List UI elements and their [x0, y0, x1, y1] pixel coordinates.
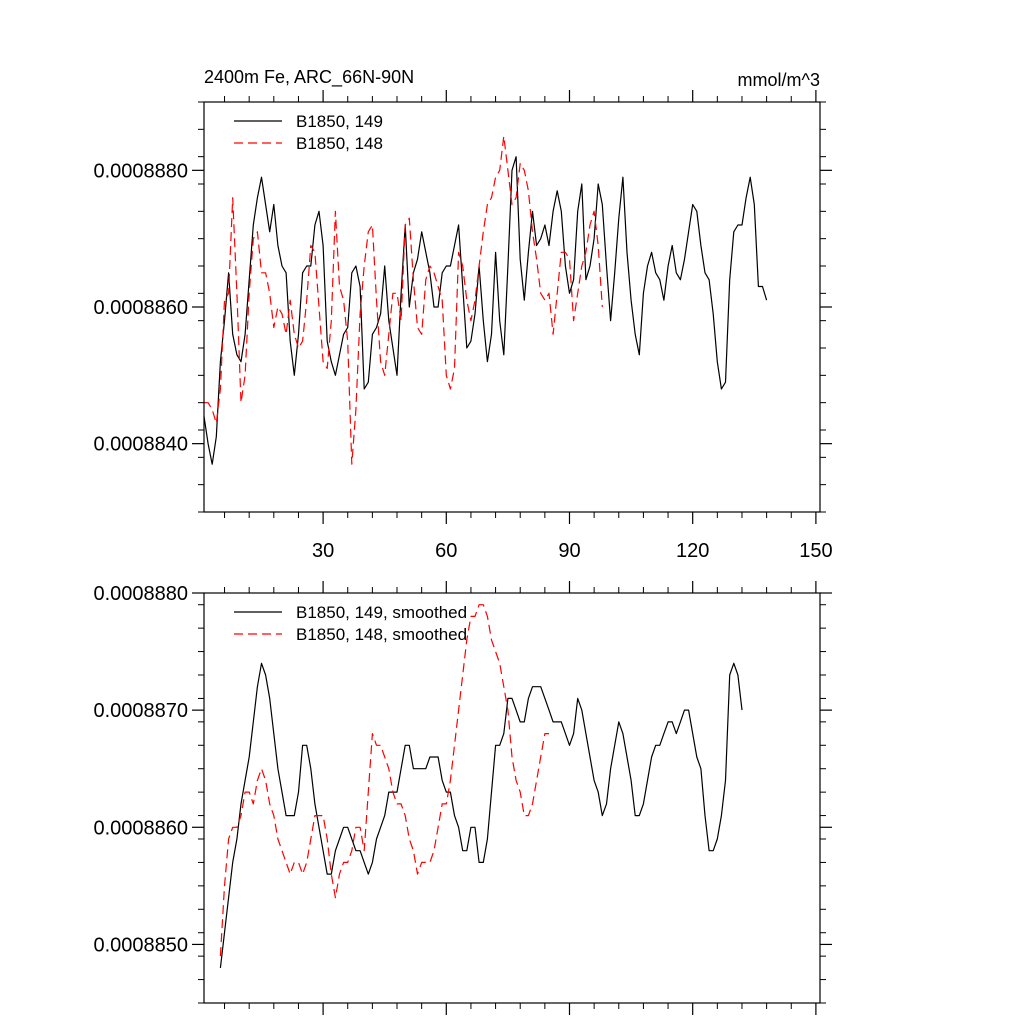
top-tick-labels: 30 60 90 120 150 0.0008840 0.0008860 0.0008880 [93, 160, 832, 562]
chart-title: 2400m Fe, ARC_66N-90N [204, 67, 414, 88]
x-tick-label: 150 [799, 540, 832, 562]
y-tick-label: 0.0008860 [93, 817, 188, 839]
units-label: mmol/m^3 [738, 70, 820, 90]
legend-label-149-smoothed: B1850, 149, smoothed [296, 603, 467, 622]
series-line-149-smoothed [219, 662, 743, 968]
y-tick-label: 0.0008840 [93, 434, 188, 456]
top-legend: B1850, 149 B1850, 148 [234, 112, 383, 153]
legend-label-149: B1850, 149 [296, 112, 383, 131]
top-series [203, 135, 768, 465]
y-tick-label: 0.0008860 [93, 297, 188, 319]
bottom-tick-labels: 0.0008850 0.0008860 0.0008870 0.0008880 [93, 583, 188, 956]
bottom-ticks [192, 581, 832, 1015]
x-tick-label: 60 [435, 540, 457, 562]
series-line-148 [204, 135, 603, 465]
y-tick-label: 0.0008880 [93, 160, 188, 182]
x-tick-label: 30 [312, 540, 334, 562]
y-tick-label: 0.0008850 [93, 934, 188, 956]
top-panel: 2400m Fe, ARC_66N-90N mmol/m^3 30 60 90 120… [93, 67, 832, 562]
x-tick-label: 120 [676, 540, 709, 562]
bottom-legend: B1850, 149, smoothed B1850, 148, smoothe… [234, 603, 467, 644]
legend-label-148: B1850, 148 [296, 134, 383, 153]
legend-label-148-smoothed: B1850, 148, smoothed [296, 625, 467, 644]
x-tick-label: 90 [558, 540, 580, 562]
top-ticks [192, 90, 832, 524]
top-plot-frame [203, 101, 821, 513]
series-line-148-smoothed [219, 604, 549, 957]
y-tick-label: 0.0008870 [93, 700, 188, 722]
y-tick-label: 0.0008880 [93, 583, 188, 605]
bottom-plot-frame [203, 592, 821, 1004]
bottom-series [219, 604, 743, 968]
series-line-149 [203, 156, 768, 465]
bottom-panel: 0.0008850 0.0008860 0.0008870 0.0008880 B18… [93, 581, 832, 1015]
